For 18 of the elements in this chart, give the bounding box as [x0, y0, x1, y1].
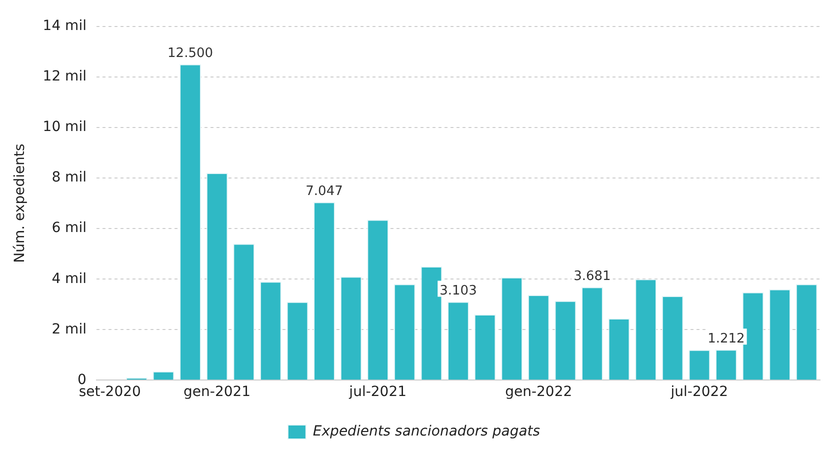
x-tick-label: jul-2022 — [670, 384, 728, 400]
y-tick-label: 2 mil — [52, 321, 86, 338]
data-label: 3.681 — [574, 269, 611, 284]
data-label: 1.212 — [708, 331, 745, 346]
y-tick-label: 4 mil — [52, 270, 86, 287]
data-label: 3.103 — [440, 284, 477, 299]
x-tick-label: jul-2021 — [348, 384, 407, 400]
x-tick-label: gen-2021 — [184, 384, 251, 400]
y-tick-label: 12 mil — [42, 68, 86, 85]
y-tick-label: 6 mil — [52, 220, 86, 236]
data-label: 7.047 — [306, 184, 343, 199]
y-tick-label: 8 mil — [52, 170, 86, 186]
data-label: 12.500 — [168, 46, 214, 62]
x-tick-label: gen-2022 — [505, 384, 572, 400]
y-tick-label: 10 mil — [42, 119, 86, 136]
y-tick-label: 14 mil — [42, 18, 86, 34]
legend-label: Expedients sancionadors pagats — [312, 424, 540, 440]
y-axis-title: Núm. expedients — [12, 144, 28, 263]
